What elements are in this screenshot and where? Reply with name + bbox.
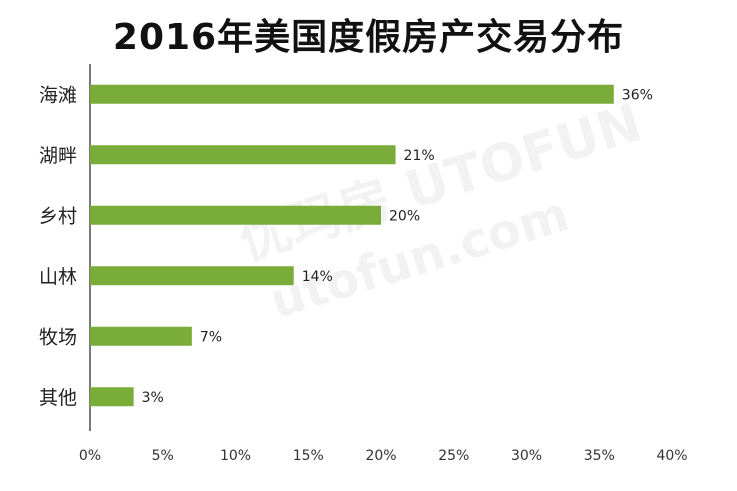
data-label: 36% (622, 87, 653, 103)
bar-1 (90, 145, 396, 165)
category-label: 湖畔 (39, 145, 77, 167)
category-label: 海滩 (39, 84, 77, 106)
x-tick-label: 25% (438, 448, 469, 464)
data-label: 20% (389, 208, 420, 224)
x-tick-label: 40% (656, 448, 687, 464)
data-label: 21% (404, 148, 435, 164)
data-label: 14% (302, 269, 333, 285)
x-tick-label: 10% (220, 448, 251, 464)
category-label: 牧场 (39, 326, 77, 348)
x-tick-label: 20% (365, 448, 396, 464)
category-label: 山林 (39, 266, 77, 288)
bar-0 (90, 84, 614, 104)
bar-2 (90, 205, 381, 225)
bar-5 (90, 387, 134, 407)
data-label: 7% (200, 329, 222, 345)
bar-4 (90, 326, 192, 346)
chart-title: 2016年美国度假房产交易分布 (112, 17, 625, 58)
category-label: 乡村 (39, 205, 77, 227)
category-label: 其他 (39, 387, 77, 409)
x-tick-label: 35% (584, 448, 615, 464)
x-tick-label: 5% (152, 448, 174, 464)
x-tick-label: 15% (293, 448, 324, 464)
data-label: 3% (142, 390, 164, 406)
x-tick-label: 0% (79, 448, 101, 464)
x-tick-label: 30% (511, 448, 542, 464)
bar-3 (90, 266, 294, 286)
